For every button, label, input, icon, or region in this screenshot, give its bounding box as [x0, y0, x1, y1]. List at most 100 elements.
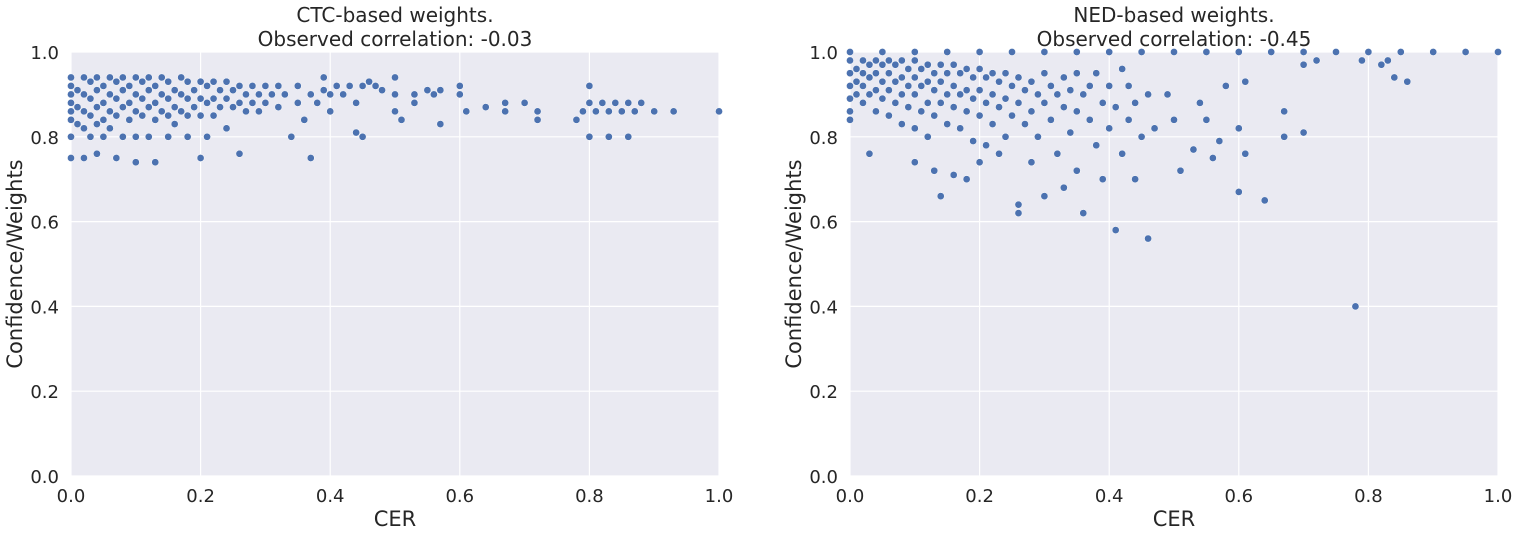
data-point [501, 99, 510, 107]
data-point [917, 65, 926, 73]
data-point [268, 90, 276, 99]
data-point [949, 171, 958, 179]
data-point [969, 137, 977, 145]
data-point [86, 94, 95, 103]
data-point [80, 90, 88, 99]
data-point [923, 77, 932, 86]
data-point [397, 115, 406, 124]
data-point [261, 82, 270, 90]
data-point [592, 107, 600, 116]
data-point [67, 90, 75, 99]
data-point [326, 107, 335, 116]
data-point [131, 90, 140, 99]
data-point [80, 124, 88, 133]
data-point [1059, 183, 1068, 192]
data-point [118, 86, 127, 95]
data-point [930, 111, 939, 120]
data-point [995, 149, 1003, 158]
data-point [86, 111, 95, 120]
data-point [274, 103, 283, 111]
data-point [533, 115, 542, 124]
data-point [1131, 99, 1139, 107]
data-point [138, 111, 147, 120]
data-point [235, 82, 244, 90]
data-point [1170, 115, 1178, 124]
data-point [203, 82, 211, 90]
data-point [1377, 60, 1386, 69]
data-point [988, 90, 997, 99]
data-points [846, 48, 1502, 311]
data-point [371, 82, 380, 90]
data-point [248, 82, 257, 90]
y-tick-label: 0.6 [30, 213, 59, 234]
data-point [936, 60, 945, 69]
data-point [943, 90, 952, 99]
y-tick-label: 0.8 [809, 128, 838, 149]
data-point [1332, 48, 1340, 56]
data-point [131, 107, 140, 116]
data-point [86, 77, 95, 86]
data-point [326, 90, 335, 99]
data-point [1280, 132, 1289, 141]
data-point [1299, 60, 1308, 69]
data-point [910, 73, 919, 82]
data-point [897, 120, 906, 128]
data-point [1137, 48, 1146, 56]
data-point [93, 103, 101, 111]
data-point [917, 107, 926, 116]
data-point [183, 94, 192, 103]
chart-title-line1: NED-based weights. [1073, 3, 1274, 27]
data-point [859, 99, 867, 107]
data-point [196, 154, 205, 162]
data-point [1098, 99, 1107, 107]
x-tick-label: 0.8 [1354, 486, 1383, 507]
data-point [975, 65, 984, 73]
data-points [67, 73, 723, 167]
data-point [99, 82, 108, 90]
data-point [1072, 166, 1081, 175]
data-point [611, 99, 620, 107]
data-point [962, 107, 971, 116]
data-point [144, 73, 153, 82]
data-point [216, 86, 224, 95]
data-point [378, 86, 386, 95]
data-point [604, 107, 613, 116]
data-point [112, 94, 121, 103]
data-point [138, 77, 147, 86]
data-point [1014, 200, 1023, 209]
data-point [1085, 82, 1094, 90]
data-point [533, 107, 542, 116]
data-point [930, 166, 939, 175]
data-point [67, 82, 75, 90]
data-point [1144, 90, 1152, 99]
data-point [300, 115, 309, 124]
data-point [865, 149, 874, 158]
data-point [1027, 158, 1036, 167]
data-point [1034, 90, 1042, 99]
data-point [144, 86, 153, 95]
data-point [872, 86, 880, 95]
data-point [1059, 73, 1068, 82]
data-point [1014, 209, 1023, 217]
data-point [144, 103, 153, 111]
data-point [1189, 145, 1198, 154]
data-point [183, 132, 192, 141]
data-point [650, 107, 659, 116]
data-point [125, 115, 134, 124]
data-point [164, 132, 173, 141]
data-point [209, 111, 218, 120]
data-point [891, 77, 900, 86]
data-point [99, 115, 108, 124]
data-point [280, 90, 289, 99]
data-point [1021, 86, 1029, 95]
data-point [1299, 48, 1308, 56]
data-point [1241, 77, 1250, 86]
data-point [177, 90, 186, 99]
y-tick-label: 0.2 [809, 382, 838, 403]
data-point [358, 132, 367, 141]
data-point [859, 56, 867, 65]
data-point [255, 90, 263, 99]
data-point [949, 82, 958, 90]
data-point [1196, 99, 1204, 107]
data-point [430, 90, 438, 99]
